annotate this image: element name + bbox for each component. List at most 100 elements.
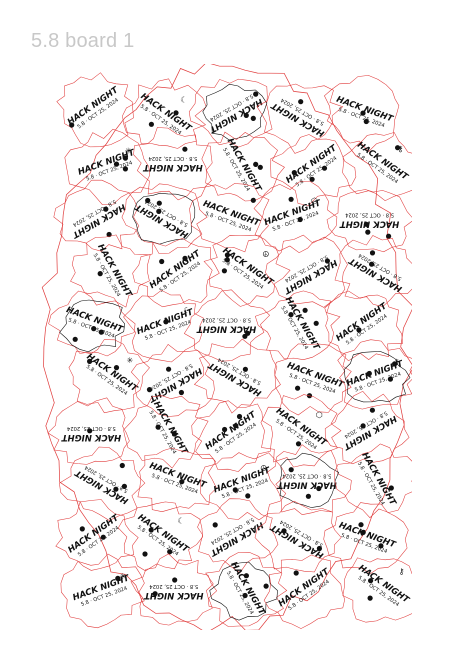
piece-outline [193, 338, 281, 414]
peace-icon: ☮ [260, 464, 267, 473]
piece-outline [342, 557, 412, 623]
dot-marker [172, 577, 178, 583]
star-icon: ✳ [125, 146, 132, 155]
dot-marker [182, 146, 188, 152]
dot-marker [236, 413, 243, 420]
piece-outline [254, 500, 342, 573]
piece-outline [263, 554, 345, 629]
dot-marker [115, 575, 121, 581]
dot-marker [295, 385, 301, 391]
piece-outline [333, 443, 412, 519]
dot-marker [224, 252, 230, 258]
piece-outline [133, 127, 213, 201]
dot-marker [122, 155, 128, 161]
dot-marker [297, 216, 303, 223]
dot-marker [142, 551, 148, 557]
dot-marker [321, 165, 328, 171]
piece-inner-outline [279, 452, 340, 508]
dot-marker [363, 221, 369, 227]
dot-marker [313, 320, 319, 326]
dot-marker [69, 122, 75, 128]
dot-marker [122, 166, 128, 172]
dot-marker [242, 366, 248, 372]
piece-outline [191, 400, 273, 472]
piece-subtitle: 5.8 · OCT 25, 2024 [148, 155, 198, 161]
dot-marker [79, 526, 85, 532]
dot-marker [309, 176, 315, 182]
piece-outline [188, 78, 273, 148]
dot-marker [100, 534, 106, 540]
piece-outline [324, 75, 400, 152]
piece-outline [197, 498, 279, 574]
dot-marker [316, 545, 322, 552]
dot-marker [243, 573, 249, 579]
dot-marker [288, 312, 294, 318]
piece-outline [189, 183, 270, 253]
dot-marker [179, 479, 185, 485]
piece-outline [200, 452, 287, 521]
dot-marker [360, 110, 366, 116]
dot-marker [113, 365, 120, 371]
piece-outline [122, 78, 207, 149]
piece-outline [183, 289, 270, 362]
dot-marker [212, 522, 218, 528]
star-icon: ✳ [126, 356, 133, 365]
piece-subtitle: 5.8 · OCT 25, 2024 [149, 583, 199, 589]
dot-marker [253, 91, 259, 97]
dot-marker [358, 522, 364, 528]
piece-outline [130, 344, 215, 417]
dot-marker [250, 197, 256, 203]
piece-subtitle: 5.8 · OCT 25, 2024 [201, 317, 251, 323]
dot-marker [356, 327, 362, 333]
dot-marker [365, 229, 371, 235]
dot-marker [222, 426, 228, 433]
piece-title: HACK NIGHT [339, 219, 400, 229]
piece-outline [137, 447, 217, 512]
dot-marker [360, 529, 366, 535]
piece-outline [47, 397, 130, 465]
piece-outline [326, 189, 412, 253]
star-icon: ✳ [120, 572, 127, 581]
dot-marker [171, 431, 178, 437]
dot-marker [87, 428, 93, 434]
piece-title: HACK NIGHT [61, 432, 122, 442]
piece-outline [123, 395, 209, 469]
dot-marker [253, 161, 259, 167]
piece-outline [323, 502, 409, 574]
dot-marker [366, 370, 372, 377]
piece-title: HACK NIGHT [143, 590, 204, 600]
dot-marker [91, 326, 97, 332]
dot-marker [156, 200, 162, 206]
piece-outline [70, 234, 151, 308]
piece-outline [48, 290, 136, 357]
piece-outline [265, 234, 348, 308]
piece-outline [270, 134, 357, 206]
piece-outline [274, 343, 352, 416]
dot-marker [155, 424, 161, 430]
dot-marker [167, 549, 173, 555]
piece-outline [203, 235, 291, 307]
dot-marker [146, 387, 153, 393]
piece-outline [132, 237, 220, 308]
dot-marker [305, 493, 311, 499]
piece-outline [267, 444, 352, 515]
piece-outline [253, 180, 338, 254]
dot-marker [386, 233, 392, 239]
